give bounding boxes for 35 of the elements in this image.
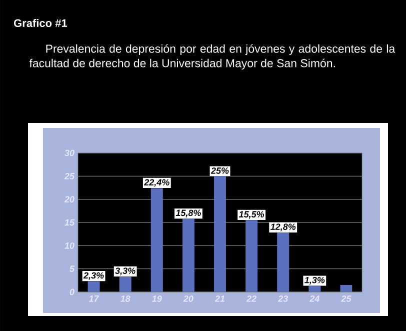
data-label: 2,3% xyxy=(83,272,104,280)
bar xyxy=(214,176,226,292)
bar xyxy=(246,220,258,292)
data-label: 12,8% xyxy=(270,224,296,232)
x-tick-label: 18 xyxy=(120,296,130,302)
y-tick-label: 15 xyxy=(64,219,75,226)
x-tick-label: 17 xyxy=(88,296,100,302)
x-tick-label: 19 xyxy=(152,296,162,302)
chart-subtitle: Prevalencia de depresión por edad en jóvenes y adolescentes de la facultad de derecho de la Universidad Mayor de San Simón. xyxy=(29,44,396,70)
y-tick-label: 0 xyxy=(70,288,74,296)
y-tick-label: 30 xyxy=(64,150,74,156)
bar xyxy=(308,286,321,292)
chart-title: Grafico #1 xyxy=(14,18,68,28)
x-tick-label: 21 xyxy=(214,296,225,302)
x-tick-label: 25 xyxy=(341,296,352,302)
y-tick-label: 25 xyxy=(64,172,75,180)
bar xyxy=(277,232,290,292)
x-tick-label: 20 xyxy=(183,296,194,302)
data-label: 22,4% xyxy=(144,179,170,187)
data-label: 3,3% xyxy=(115,268,136,276)
data-label: 25% xyxy=(210,167,229,174)
x-tick-label: 24 xyxy=(310,296,320,302)
data-label: 15,5% xyxy=(238,211,264,219)
bar xyxy=(340,285,352,292)
bar xyxy=(182,218,194,292)
data-label: 1,3% xyxy=(304,276,325,285)
x-tick-label: 23 xyxy=(278,296,288,302)
y-tick-label: 10 xyxy=(64,242,74,249)
bar xyxy=(150,188,163,292)
data-label: 15,8% xyxy=(176,210,201,218)
x-tick-label: 22 xyxy=(246,296,256,302)
y-tick-label: 5 xyxy=(70,266,75,272)
bar xyxy=(88,281,100,292)
bar xyxy=(119,276,132,292)
y-tick-label: 20 xyxy=(64,196,74,203)
